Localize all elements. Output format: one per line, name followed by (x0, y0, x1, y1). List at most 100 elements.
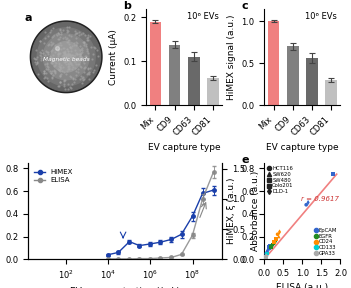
Point (65, 52, 71, 57)
Point (58, 62, 64, 67)
Point (62, 54, 67, 59)
Point (64, 54, 69, 58)
Point (77, 54, 83, 58)
Point (78, 56, 84, 61)
Point (42, 30, 48, 35)
Point (61, 56, 67, 60)
Point (59, 54, 65, 58)
Point (54, 32, 60, 37)
Point (48, 71, 54, 75)
Point (45, 64, 51, 69)
Polygon shape (31, 21, 102, 93)
Point (70, 55, 75, 60)
Point (66, 86, 71, 91)
Point (47, 54, 53, 58)
Point (38, 58, 44, 62)
Point (33, 57, 39, 62)
Point (71, 52, 76, 57)
Point (48, 43, 53, 48)
Point (67, 67, 72, 71)
Point (67, 63, 72, 68)
Point (69, 63, 75, 67)
Point (49, 75, 54, 80)
Point (58, 32, 64, 36)
Point (79, 48, 85, 52)
Point (79, 50, 84, 54)
Point (263, 255, 269, 259)
Point (57, 68, 62, 73)
Point (61, 53, 67, 57)
Point (49, 55, 55, 60)
Point (57, 74, 62, 78)
Point (37, 39, 42, 44)
Point (61, 60, 67, 64)
Point (53, 42, 58, 47)
Point (73, 35, 79, 40)
Point (66, 52, 72, 56)
Point (64, 56, 69, 61)
Point (74, 31, 79, 36)
Point (75, 69, 81, 74)
Point (56, 32, 61, 37)
Point (62, 60, 68, 65)
Point (61, 57, 67, 62)
Point (47, 69, 52, 73)
Point (73, 61, 79, 66)
Point (77, 64, 82, 69)
Point (81, 66, 86, 70)
Point (44, 64, 49, 69)
Point (55, 54, 61, 58)
Point (64, 55, 69, 60)
Point (64, 36, 70, 41)
Y-axis label: Absorbance (a.u.): Absorbance (a.u.) (251, 171, 260, 251)
Point (68, 46, 74, 51)
Point (68, 61, 74, 65)
Point (83, 44, 89, 49)
Point (277, 230, 282, 234)
Point (64, 56, 70, 60)
Point (73, 40, 79, 45)
Point (78, 53, 83, 58)
Point (51, 68, 57, 73)
Point (68, 86, 73, 90)
Point (67, 45, 73, 50)
Point (62, 51, 68, 56)
Point (275, 232, 280, 236)
Point (65, 60, 71, 65)
Point (69, 82, 74, 87)
Point (61, 82, 67, 86)
Point (64, 55, 69, 59)
Point (62, 51, 68, 56)
Point (72, 29, 78, 33)
Point (49, 48, 55, 53)
Point (58, 41, 63, 46)
Point (76, 56, 81, 61)
Point (330, 172, 336, 177)
Point (71, 76, 76, 80)
Point (71, 77, 76, 82)
Point (60, 27, 65, 32)
Point (40, 51, 46, 55)
Point (60, 65, 66, 69)
Point (67, 73, 73, 78)
Legend: EpCAM, EGFR, CD24, CD133, GPA33: EpCAM, EGFR, CD24, CD133, GPA33 (314, 227, 338, 257)
Point (48, 48, 54, 53)
Point (58, 79, 63, 84)
Point (69, 43, 74, 48)
Point (263, 255, 269, 259)
Point (51, 26, 56, 31)
Point (64, 46, 69, 51)
Point (64, 54, 69, 59)
Point (66, 37, 71, 42)
Point (60, 36, 65, 41)
Point (62, 87, 67, 91)
Point (61, 50, 67, 54)
Point (76, 62, 81, 66)
Point (57, 68, 62, 72)
Point (66, 41, 72, 46)
Point (57, 79, 62, 84)
Point (65, 53, 70, 58)
Point (67, 54, 72, 58)
Point (72, 41, 77, 46)
Point (62, 50, 68, 54)
